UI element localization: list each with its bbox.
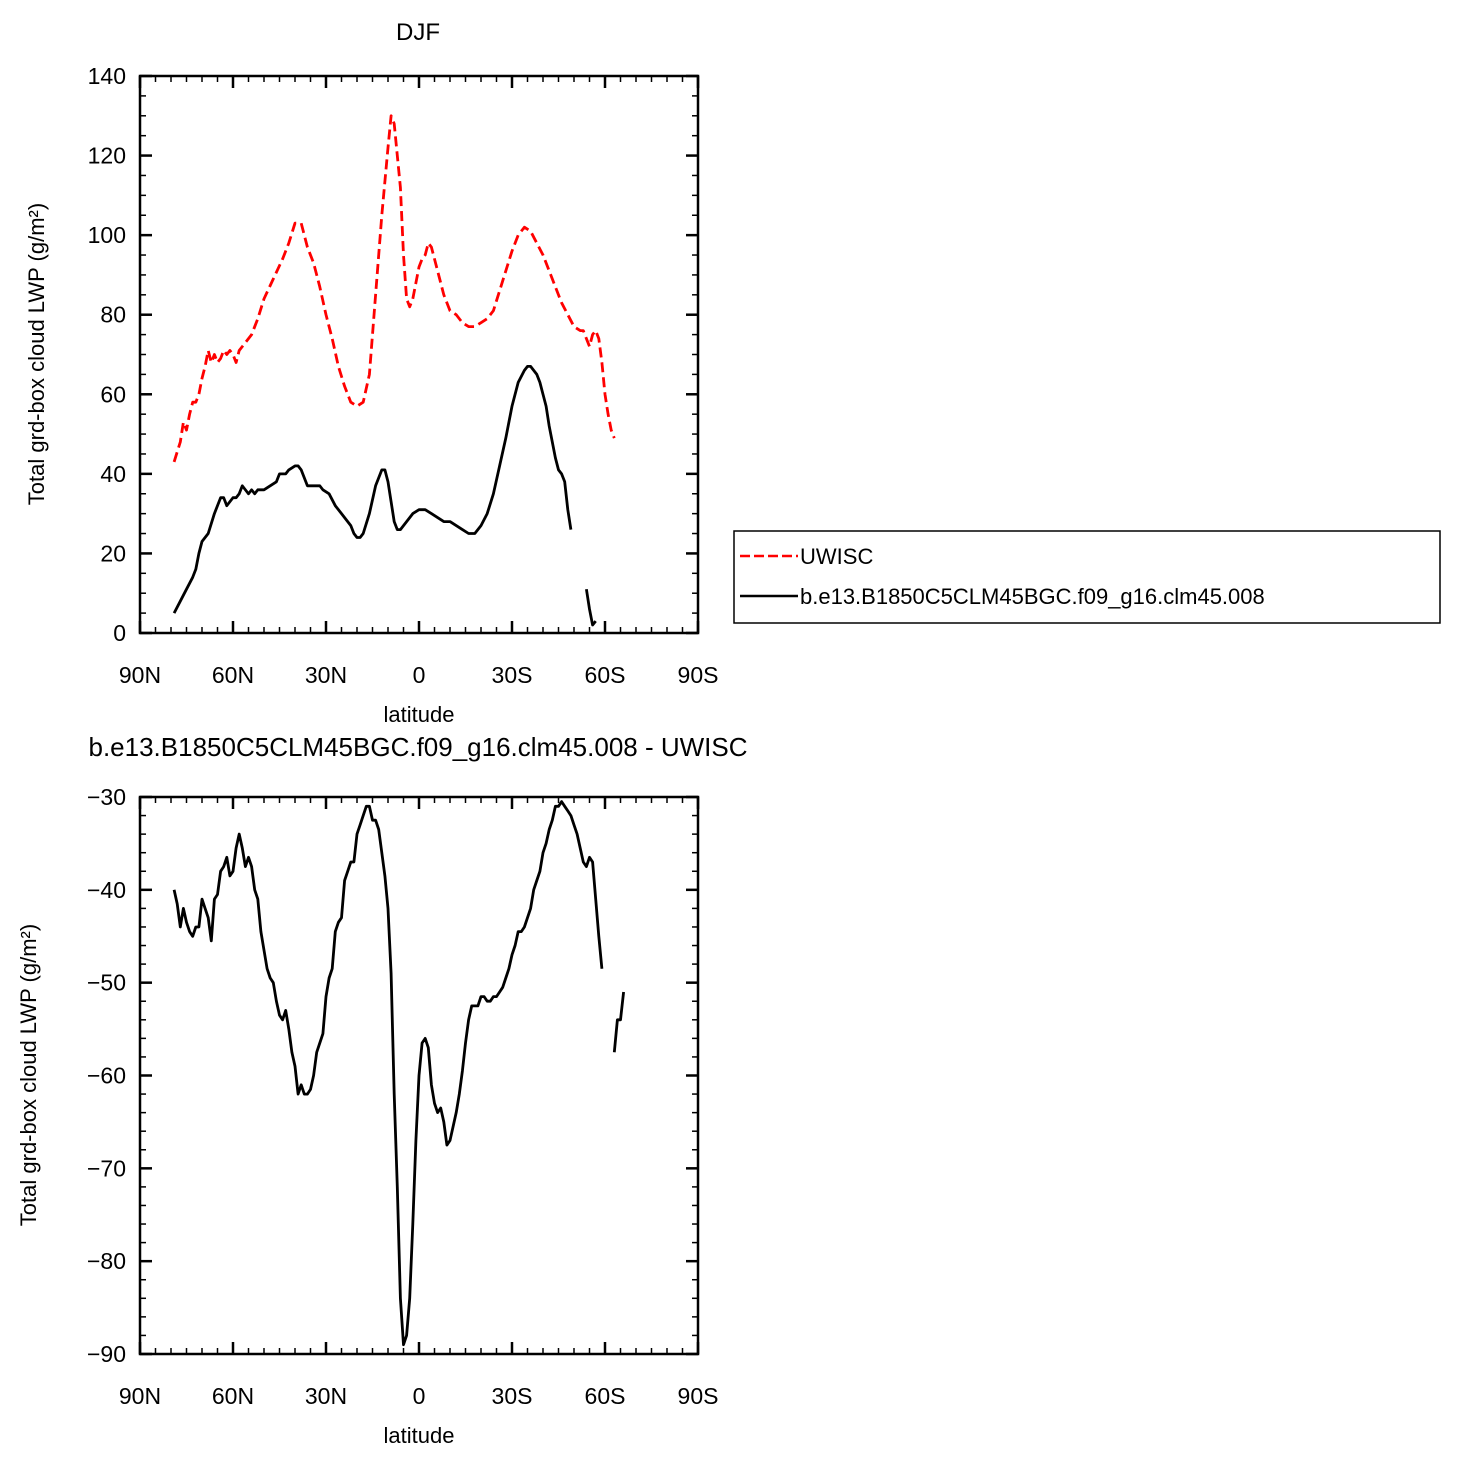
bottom-xtick-label: 30S bbox=[492, 1383, 533, 1409]
legend-label-model: b.e13.B1850C5CLM45BGC.f09_g16.clm45.008 bbox=[800, 584, 1265, 609]
top-x-axis-label: latitude bbox=[384, 702, 455, 727]
top-series-1-line-segment-1 bbox=[585, 588, 597, 627]
top-xtick-label: 30S bbox=[492, 662, 533, 688]
bottom-series-lines bbox=[172, 800, 625, 1347]
bottom-minor-ticks bbox=[140, 797, 698, 1354]
top-xtick-label: 60N bbox=[212, 662, 254, 688]
top-y-axis-label: Total grd-box cloud LWP (g/m²) bbox=[24, 203, 49, 505]
top-panel: DJF 90N 60N 30N 0 30S 60S 90S 0 20 40 60 80 100 120 1… bbox=[24, 19, 718, 727]
legend-box bbox=[733, 530, 1441, 624]
bottom-ytick-label: −50 bbox=[87, 970, 126, 996]
bottom-ytick-label: −30 bbox=[87, 784, 126, 810]
bottom-ytick-label: −90 bbox=[87, 1341, 126, 1367]
bottom-ytick-label: −70 bbox=[87, 1155, 126, 1181]
top-xtick-label: 90N bbox=[119, 662, 161, 688]
top-ytick-label: 60 bbox=[100, 381, 126, 407]
top-plot-frame bbox=[138, 74, 700, 635]
bottom-xtick-label: 30N bbox=[305, 1383, 347, 1409]
legend: UWISC b.e13.B1850C5CLM45BGC.f09_g16.clm4… bbox=[733, 530, 1441, 624]
top-ytick-label: 20 bbox=[100, 540, 126, 566]
bottom-ytick-label: −60 bbox=[87, 1063, 126, 1089]
bottom-ytick-label: −80 bbox=[87, 1248, 126, 1274]
top-ytick-label: 0 bbox=[113, 620, 126, 646]
bottom-ytick-label: −40 bbox=[87, 877, 126, 903]
bottom-series-0-line-segment-1 bbox=[612, 991, 625, 1053]
top-x-ticks: 90N 60N 30N 0 30S 60S 90S bbox=[119, 76, 719, 688]
bottom-y-ticks: −90 −80 −70 −60 −50 −40 −30 bbox=[87, 784, 698, 1367]
top-series-1-line-segment-0 bbox=[172, 365, 573, 614]
bottom-xtick-label: 60N bbox=[212, 1383, 254, 1409]
top-ytick-label: 80 bbox=[100, 302, 126, 328]
bottom-x-axis-label: latitude bbox=[384, 1423, 455, 1448]
top-y-ticks: 0 20 40 60 80 100 120 140 bbox=[88, 63, 698, 646]
bottom-panel: b.e13.B1850C5CLM45BGC.f09_g16.clm45.008 … bbox=[16, 732, 748, 1448]
legend-label-uwisc: UWISC bbox=[800, 544, 873, 569]
top-ytick-label: 100 bbox=[88, 222, 126, 248]
top-series-lines bbox=[172, 114, 616, 627]
top-chart-title: DJF bbox=[396, 19, 440, 46]
top-minor-ticks bbox=[140, 76, 698, 633]
bottom-xtick-label: 90S bbox=[678, 1383, 719, 1409]
top-xtick-label: 0 bbox=[413, 662, 426, 688]
top-series-0-line-segment-0 bbox=[172, 114, 616, 463]
top-xtick-label: 90S bbox=[678, 662, 719, 688]
bottom-xtick-label: 90N bbox=[119, 1383, 161, 1409]
bottom-chart-title: b.e13.B1850C5CLM45BGC.f09_g16.clm45.008 … bbox=[88, 732, 747, 762]
top-xtick-label: 30N bbox=[305, 662, 347, 688]
bottom-y-axis-label: Total grd-box cloud LWP (g/m²) bbox=[16, 924, 41, 1226]
bottom-xtick-label: 0 bbox=[413, 1383, 426, 1409]
top-ytick-label: 120 bbox=[88, 143, 126, 169]
top-ytick-label: 140 bbox=[88, 63, 126, 89]
top-ytick-label: 40 bbox=[100, 461, 126, 487]
top-xtick-label: 60S bbox=[585, 662, 626, 688]
bottom-x-ticks: 90N 60N 30N 0 30S 60S 90S bbox=[119, 797, 719, 1409]
bottom-xtick-label: 60S bbox=[585, 1383, 626, 1409]
bottom-series-0-line-segment-0 bbox=[172, 800, 604, 1347]
